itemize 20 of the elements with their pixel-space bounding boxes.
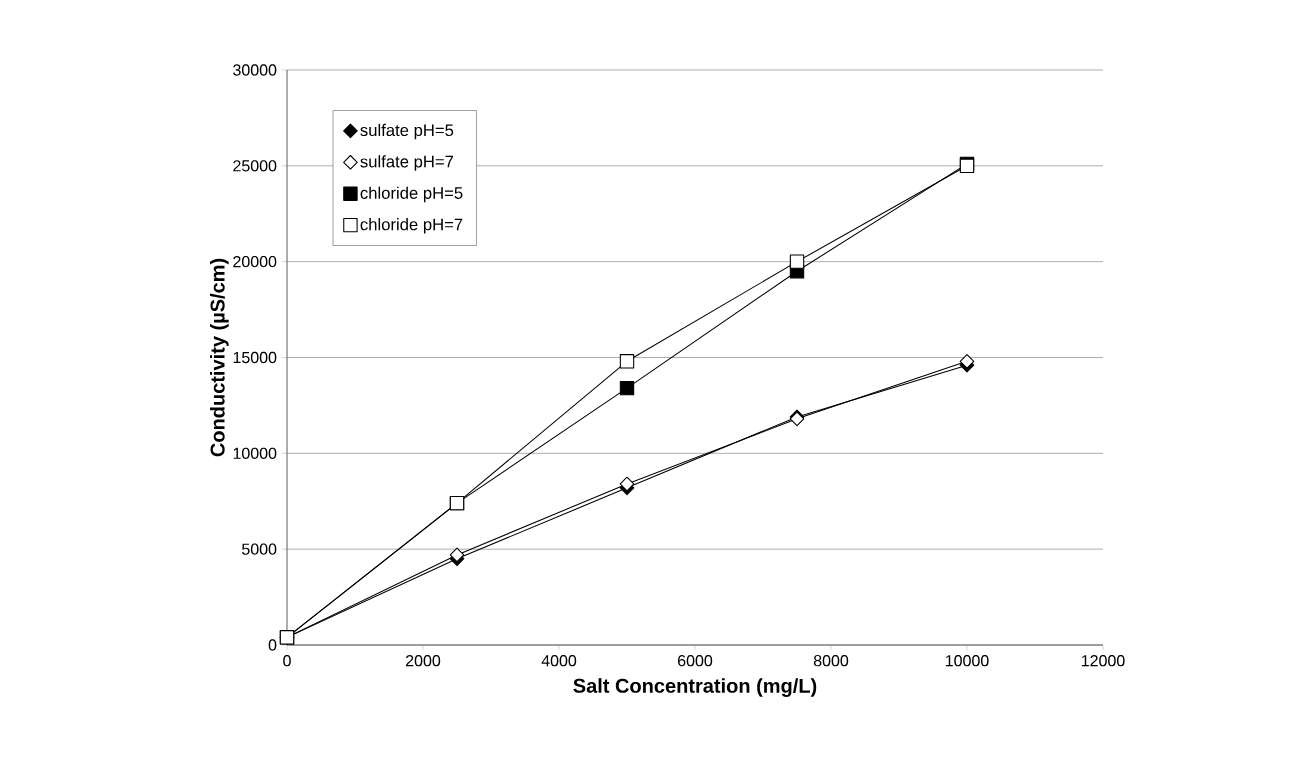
legend-label: sulfate pH=5 xyxy=(360,123,454,140)
x-tick-label: 0 xyxy=(283,655,291,667)
legend-label: sulfate pH=7 xyxy=(360,155,454,171)
x-tick-label: 10000 xyxy=(945,655,989,667)
x-tick-label: 2000 xyxy=(406,655,441,667)
x-tick-label: 12000 xyxy=(1081,655,1125,667)
y-tick-label: 0 xyxy=(268,639,277,651)
y-tick-label: 15000 xyxy=(233,351,277,364)
legend-label: chloride pH=5 xyxy=(360,186,463,203)
x-tick-label: 6000 xyxy=(678,655,713,667)
y-axis-title: Conductivity (µS/cm) xyxy=(210,258,229,457)
x-tick-label: 8000 xyxy=(813,655,849,667)
y-tick-label: 10000 xyxy=(233,447,277,459)
y-tick-label: 25000 xyxy=(233,160,277,172)
y-tick-label: 5000 xyxy=(242,543,277,555)
y-tick-label: 20000 xyxy=(233,255,277,268)
legend-label: chloride pH=7 xyxy=(360,218,463,234)
x-axis-title: Salt Concentration (mg/L) xyxy=(573,678,817,697)
x-tick-label: 4000 xyxy=(541,655,577,667)
y-tick-label: 30000 xyxy=(233,64,277,76)
